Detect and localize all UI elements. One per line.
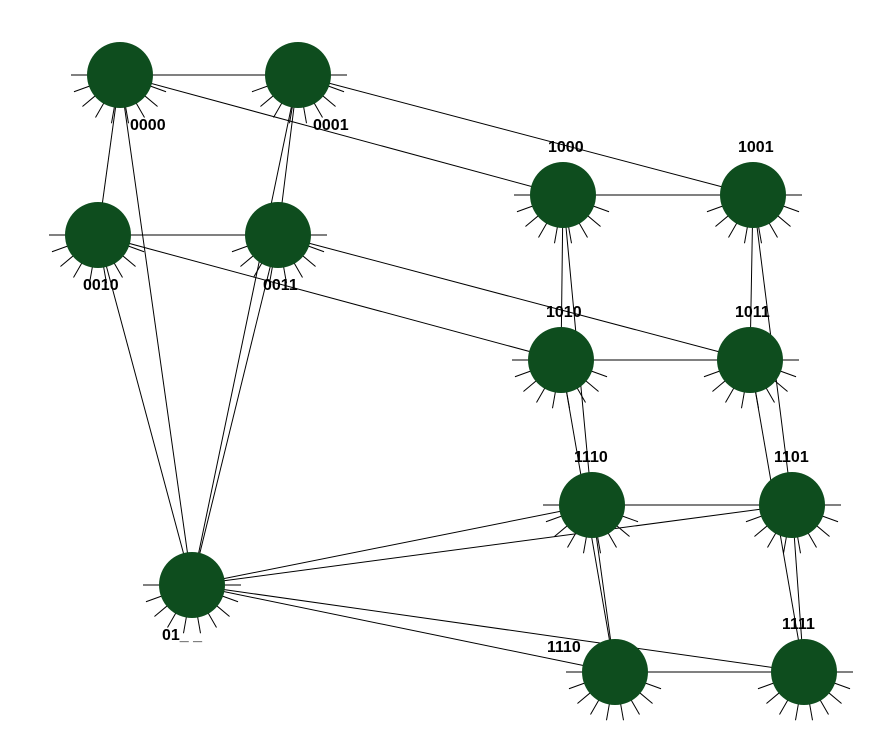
node-circle (530, 162, 596, 228)
node-circle (87, 42, 153, 108)
node-circle (559, 472, 625, 538)
node-0000 (71, 42, 169, 123)
edge (192, 585, 615, 672)
edge (120, 75, 192, 585)
node-0001 (249, 42, 347, 123)
edge (192, 505, 592, 585)
node-circle (159, 552, 225, 618)
node-1001 (704, 162, 802, 243)
node-label: 0000 (130, 117, 166, 134)
node-1010 (512, 327, 610, 408)
node-label: 01_ _ (162, 627, 203, 644)
node-label: 1010 (546, 304, 582, 321)
node-01__ (143, 552, 241, 633)
edge (192, 585, 804, 672)
node-label: 1011 (735, 304, 770, 321)
node-circle (771, 639, 837, 705)
node-circle (720, 162, 786, 228)
node-1011 (701, 327, 799, 408)
node-label: 1111 (782, 616, 815, 633)
node-1101 (743, 472, 841, 553)
node-circle (759, 472, 825, 538)
node-circle (65, 202, 131, 268)
edge (192, 505, 792, 585)
node-0010 (49, 202, 147, 283)
node-circle (265, 42, 331, 108)
graph-svg: 0000 0001 1000 1001 0010 0011 1010 1011 1110 1101… (0, 0, 885, 735)
node-0011 (229, 202, 327, 283)
node-1111 (755, 639, 853, 720)
node-label: 0010 (83, 277, 119, 294)
edge (278, 235, 750, 360)
node-circle (582, 639, 648, 705)
node-label: 1110 (547, 639, 581, 656)
edge (98, 235, 561, 360)
edge (120, 75, 563, 195)
node-label: 0001 (313, 117, 349, 134)
node-circle (528, 327, 594, 393)
nodes-group (49, 42, 853, 720)
node-circle (717, 327, 783, 393)
node-circle (245, 202, 311, 268)
node-label: 1110 (574, 449, 608, 466)
node-label: 0011 (263, 277, 298, 294)
node-label: 1101 (774, 449, 809, 466)
edge (298, 75, 753, 195)
node-label: 1000 (548, 139, 584, 156)
edge (192, 75, 298, 585)
node-label: 1001 (738, 139, 774, 156)
